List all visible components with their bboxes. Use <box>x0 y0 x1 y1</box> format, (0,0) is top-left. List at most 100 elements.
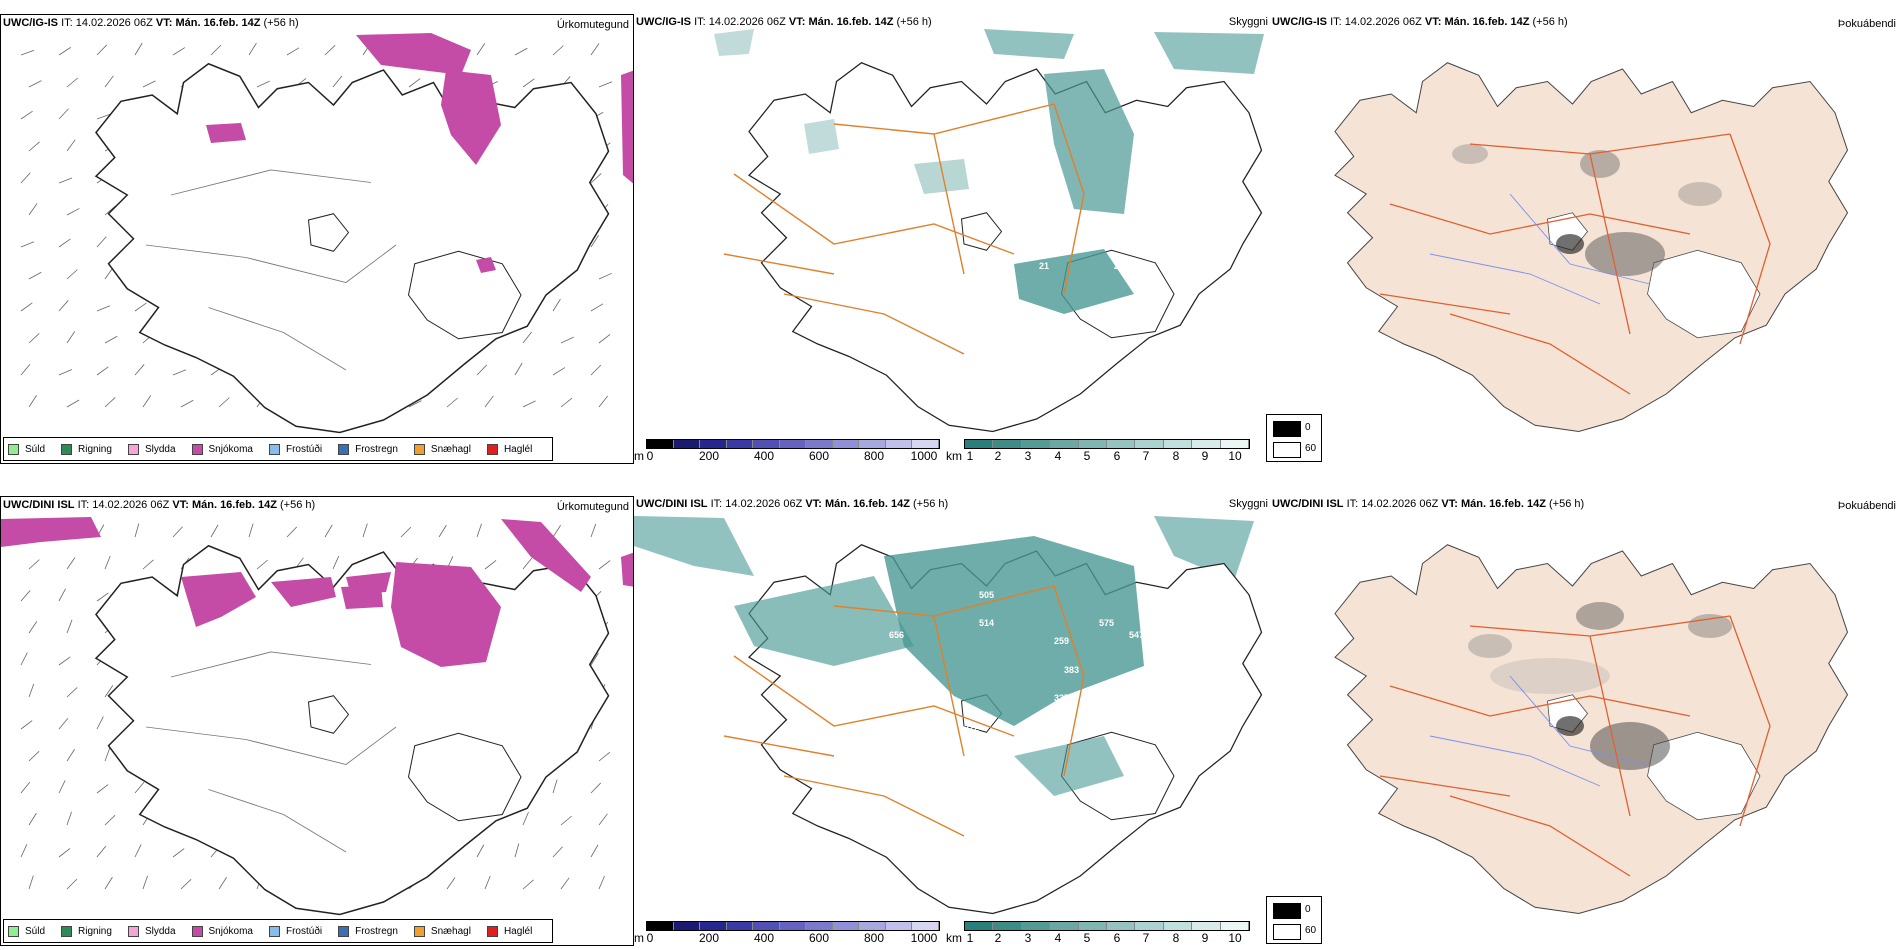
wind-barb <box>28 559 40 570</box>
wind-barb <box>522 78 535 88</box>
wind-barb <box>590 652 599 666</box>
wind-barb <box>58 718 69 730</box>
legend-item: Snjókoma <box>191 443 253 455</box>
wind-barb <box>172 848 185 858</box>
legend-item: Snæhagl <box>413 443 471 455</box>
wind-barb <box>66 208 80 216</box>
wind-barb <box>590 173 602 184</box>
wind-barb <box>218 397 230 408</box>
wind-barb <box>134 42 143 56</box>
wind-barb <box>20 652 28 666</box>
wind-barb <box>66 878 78 890</box>
wind-barb <box>210 524 219 538</box>
wind-barb <box>560 815 572 826</box>
wind-barb <box>332 75 343 88</box>
wind-barb <box>560 397 573 408</box>
wind-barb <box>522 400 536 408</box>
wind-barb <box>104 397 116 408</box>
ceiling-value-label: 442 <box>1044 206 1059 216</box>
ceiling-value-label: 245 <box>1114 261 1129 271</box>
wind-barb <box>20 590 31 602</box>
ceiling-value-label: 514 <box>979 618 994 628</box>
fog-panel-bottom: UWC/DINI ISL IT: 14.02.2026 06Z VT: Mán.… <box>1270 496 1900 946</box>
wind-barb <box>96 366 109 376</box>
wind-barb <box>218 877 227 890</box>
ceiling-value-label: 656 <box>889 630 904 640</box>
wind-barb <box>324 524 333 538</box>
ceiling-value-label: 106 <box>1154 614 1169 624</box>
wind-barb <box>210 44 222 56</box>
wind-barb <box>438 524 447 538</box>
panel-header: UWC/IG-IS IT: 14.02.2026 06Z VT: Mán. 16… <box>636 16 932 28</box>
wind-barb <box>180 878 192 890</box>
wind-barb <box>476 43 486 56</box>
wind-barb <box>66 77 78 88</box>
wind-barb <box>96 236 107 248</box>
fog-map-top <box>1334 62 1849 433</box>
wind-barb <box>20 110 33 120</box>
wind-barb <box>484 875 491 890</box>
ceiling-value-label: 28 <box>1044 706 1054 716</box>
snow-area <box>476 257 496 273</box>
wind-barb <box>598 813 608 826</box>
wind-barb <box>28 271 42 280</box>
wind-barb <box>66 399 80 408</box>
ceiling-value-label: 32 <box>1144 124 1154 134</box>
ceiling-value-label: 22 <box>1049 166 1059 176</box>
wind-barb <box>58 780 66 794</box>
ceiling-value-label: 42 <box>874 236 884 246</box>
panel-header: UWC/IG-IS IT: 14.02.2026 06Z VT: Mán. 16… <box>1272 16 1568 28</box>
wind-barb <box>66 687 78 698</box>
panel-header: UWC/DINI ISL IT: 14.02.2026 06Z VT: Mán.… <box>636 498 949 510</box>
wind-barb <box>484 395 494 408</box>
legend-item: Slydda <box>127 443 176 455</box>
wind-barb <box>286 526 298 538</box>
precip-type-legend: Súld Rigning Slydda Snjókoma Frostúði Fr… <box>3 919 554 943</box>
wind-barb <box>20 364 31 376</box>
wind-barb <box>20 720 33 730</box>
wind-barb <box>96 784 109 794</box>
variable-name: Þokuábendi <box>1837 500 1896 512</box>
wind-barb <box>598 81 613 88</box>
legend-item: Súld <box>8 925 45 937</box>
legend-item: Haglél <box>486 443 532 455</box>
ceiling-value-label: 337 <box>1054 693 1069 703</box>
visibility-map-bottom: 505 514 656 575 547 259 383 337 222 106 356 28 <box>634 516 1263 915</box>
wind-barb <box>20 781 31 794</box>
wind-barb <box>58 47 71 56</box>
panel-header: UWC/IG-IS IT: 14.02.2026 06Z VT: Mán. 16… <box>3 17 299 29</box>
snow-area <box>621 70 633 184</box>
wind-barb <box>104 335 118 344</box>
legend-item: Frostúði <box>268 443 322 455</box>
wind-barb <box>552 45 564 56</box>
wind-barb <box>66 331 76 344</box>
wind-barb <box>514 47 528 56</box>
precip-map-top <box>20 33 633 434</box>
wind-barb <box>552 779 558 794</box>
snow-area <box>391 562 501 667</box>
wind-barb <box>58 177 73 184</box>
wind-barb <box>28 875 34 890</box>
wind-barb <box>142 80 156 88</box>
snow-area <box>501 519 591 592</box>
wind-barb <box>598 875 605 890</box>
wind-barb <box>286 47 300 56</box>
wind-barb <box>590 782 602 794</box>
legend-item: Frostregn <box>338 925 398 937</box>
wind-barb <box>28 80 42 88</box>
precip-panel-bottom: UWC/DINI ISL IT: 14.02.2026 06Z VT: Mán.… <box>0 496 634 946</box>
wind-barb <box>58 848 71 858</box>
wind-barb <box>552 525 561 538</box>
wind-barb <box>20 172 31 184</box>
wind-barb <box>324 44 336 56</box>
precip-map-bottom <box>1 517 633 916</box>
snow-area <box>441 70 501 165</box>
ceiling-value-label: 356 <box>1129 754 1144 764</box>
wind-barb <box>66 269 78 280</box>
wind-barb <box>28 750 40 762</box>
wind-barb <box>66 749 75 762</box>
fog-index-legend: 0 60 <box>1266 896 1322 944</box>
wind-barb <box>598 272 612 280</box>
visibility-colorbar: km 1 2 3 4 5 6 7 8 9 10 <box>946 439 1250 464</box>
wind-barb <box>66 557 76 570</box>
